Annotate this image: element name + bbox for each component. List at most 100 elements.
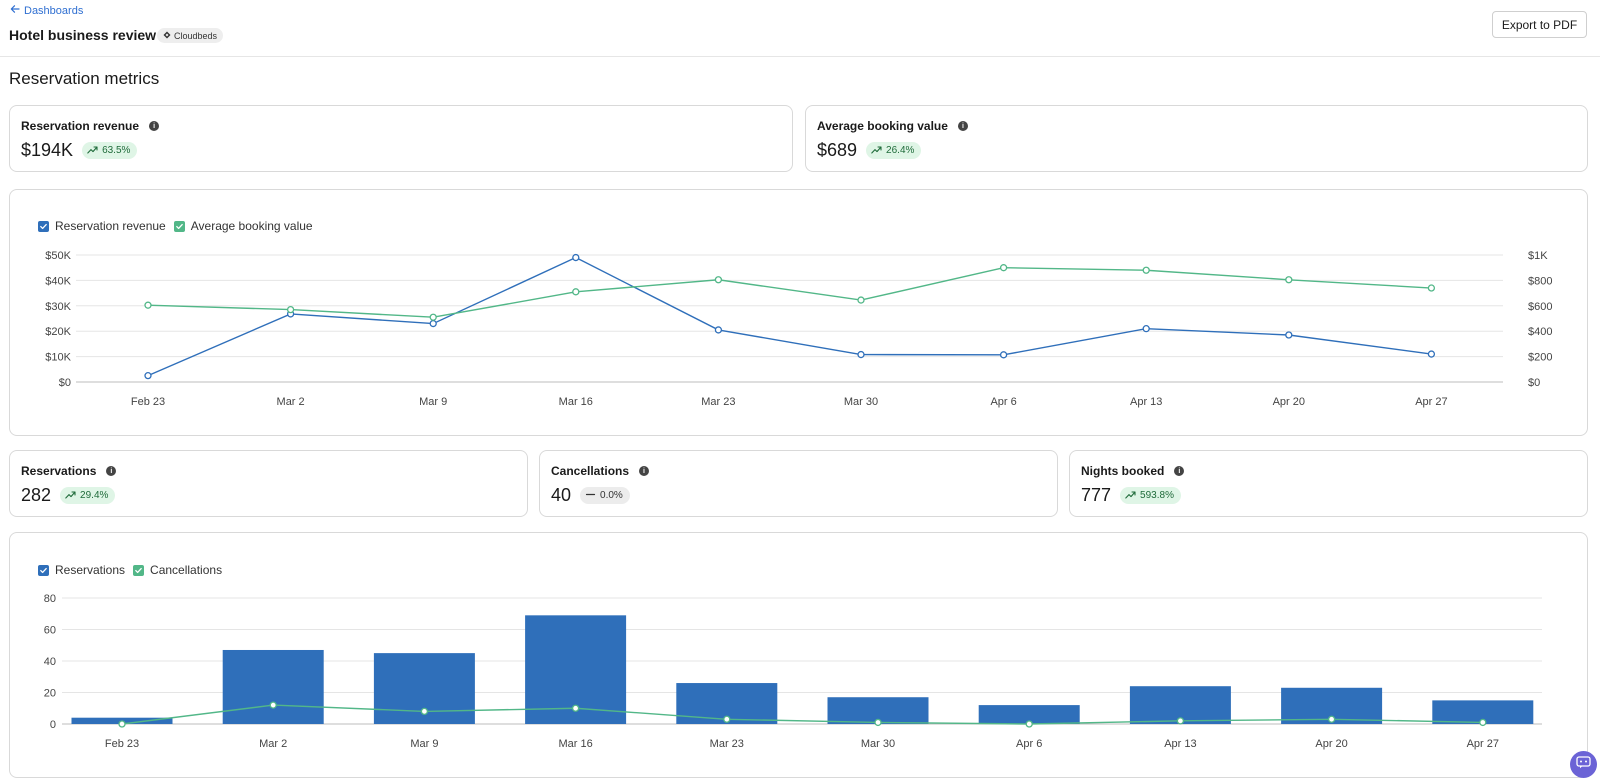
data-point	[144, 301, 152, 309]
kpi-label: Average booking value	[817, 119, 948, 133]
legend-item-cancellations[interactable]: Cancellations	[133, 563, 222, 577]
data-point	[1327, 715, 1336, 723]
data-point	[1025, 720, 1033, 728]
legend-item-average-booking-value[interactable]: Average booking value	[173, 219, 313, 233]
data-point	[144, 371, 152, 380]
series-line	[147, 256, 1432, 377]
data-point	[429, 319, 437, 328]
chat-assistant-button[interactable]	[1570, 751, 1597, 778]
bar	[1432, 700, 1534, 724]
y-tick-label-left: $0	[59, 377, 71, 389]
chat-icon	[1576, 755, 1591, 774]
checkbox-checked-icon[interactable]	[133, 564, 145, 576]
y-tick-label-right: $800	[1528, 275, 1552, 287]
data-point	[1142, 266, 1150, 274]
data-point	[714, 276, 723, 284]
data-point	[429, 313, 437, 321]
arrow-left-icon	[10, 4, 20, 17]
kpi-value: 282	[21, 485, 52, 505]
revenue-chart-card: Reservation revenue Average booking valu…	[9, 189, 1588, 436]
y-tick-label-right: $1K	[1528, 250, 1548, 262]
source-badge-label: Cloudbeds	[174, 30, 218, 41]
cloudbeds-logo-icon	[163, 31, 171, 41]
data-point	[1427, 350, 1436, 358]
y-tick-label: 80	[44, 593, 56, 605]
y-tick-label-left: $20K	[45, 326, 71, 338]
y-tick-label-left: $50K	[45, 250, 71, 262]
data-point	[118, 720, 126, 728]
info-icon[interactable]: i	[106, 466, 117, 476]
kpi-card-reservations: Reservations i 282 29.4%	[9, 450, 528, 517]
y-tick-label: 60	[44, 625, 56, 637]
delta-badge: 593.8%	[1120, 487, 1181, 504]
y-tick-label-left: $10K	[45, 352, 71, 364]
data-point	[286, 305, 295, 314]
kpi-label: Cancellations	[551, 464, 630, 478]
y-tick-label-right: $400	[1528, 326, 1552, 338]
kpi-value: 777	[1081, 485, 1112, 505]
kpi-card-average-booking-value: Average booking value i $689 26.4%	[805, 105, 1588, 172]
series-line	[147, 266, 1432, 318]
data-point	[999, 351, 1008, 359]
data-point	[723, 715, 731, 723]
y-tick-label: 0	[50, 719, 56, 731]
checkbox-checked-icon[interactable]	[38, 220, 49, 232]
kpi-label: Reservation revenue	[21, 119, 140, 133]
data-point	[1285, 276, 1293, 284]
reservations-bar-chart: 0 20 40 60 80 Feb 23 Mar 2 Mar 9 Mar 16 Mar 23 Mar…	[44, 593, 1542, 750]
checkbox-checked-icon[interactable]	[38, 564, 49, 576]
delta-value: 593.8%	[1140, 490, 1174, 501]
x-tick-label: Mar 9	[419, 396, 447, 408]
source-badge: Cloudbeds	[157, 28, 224, 43]
legend-item-reservations[interactable]: Reservations	[38, 563, 125, 577]
data-point	[571, 704, 580, 712]
x-tick-label: Mar 9	[410, 738, 438, 750]
y-tick-label-right: $600	[1528, 301, 1552, 313]
x-tick-label: Feb 23	[131, 396, 165, 408]
kpi-value: 40	[551, 485, 572, 505]
info-icon[interactable]: i	[149, 121, 160, 131]
data-point	[572, 288, 580, 296]
info-icon[interactable]: i	[1174, 466, 1185, 476]
info-icon[interactable]: i	[957, 121, 968, 131]
y-tick-label-left: $30K	[45, 301, 71, 313]
data-point	[572, 253, 580, 262]
data-point	[999, 264, 1008, 272]
legend-item-reservation-revenue[interactable]: Reservation revenue	[38, 219, 166, 233]
dash-icon	[585, 490, 596, 502]
data-point	[857, 350, 865, 359]
kpi-label: Nights booked	[1081, 464, 1165, 478]
x-tick-label: Apr 13	[1130, 396, 1162, 408]
delta-value: 63.5%	[102, 145, 131, 156]
x-tick-label: Mar 23	[710, 738, 744, 750]
legend-label: Average booking value	[190, 219, 313, 233]
x-tick-label: Apr 20	[1273, 396, 1305, 408]
y-tick-label: 20	[44, 688, 56, 700]
bar	[978, 705, 1080, 724]
delta-badge: 26.4%	[866, 142, 922, 159]
data-point	[714, 326, 723, 334]
y-tick-label: 40	[44, 656, 56, 668]
kpi-value: $689	[817, 140, 858, 160]
data-point	[1285, 331, 1293, 339]
chart-legend: Reservations Cancellations	[38, 563, 222, 577]
x-tick-label: Mar 2	[259, 738, 287, 750]
back-to-dashboards-link[interactable]: Dashboards	[10, 4, 83, 17]
checkbox-checked-icon[interactable]	[173, 220, 185, 232]
delta-badge: 29.4%	[60, 487, 116, 504]
data-point	[269, 701, 277, 709]
x-tick-label: Mar 16	[558, 738, 592, 750]
info-icon[interactable]: i	[639, 466, 650, 476]
data-point	[1176, 717, 1185, 725]
revenue-line-chart: $0 $0 $10K $200 $20K $400 $30K $600 $40K $800 $50K…	[45, 250, 1552, 408]
x-tick-label: Mar 16	[559, 396, 593, 408]
x-tick-label: Apr 27	[1415, 396, 1447, 408]
legend-label: Reservation revenue	[55, 219, 166, 233]
trend-up-icon	[87, 145, 98, 157]
delta-value: 26.4%	[886, 145, 915, 156]
data-point	[874, 718, 882, 727]
kpi-card-cancellations: Cancellations i 40 0.0%	[539, 450, 1058, 517]
export-to-pdf-button[interactable]: Export to PDF	[1492, 11, 1587, 38]
delta-value: 29.4%	[80, 490, 109, 501]
data-point	[1479, 718, 1487, 727]
